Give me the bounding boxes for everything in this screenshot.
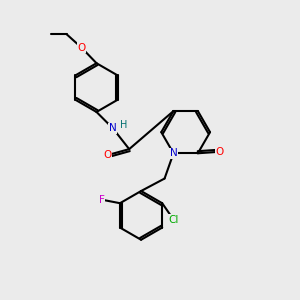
Text: H: H bbox=[121, 120, 128, 130]
Text: F: F bbox=[99, 195, 104, 205]
Text: O: O bbox=[104, 150, 112, 160]
Text: N: N bbox=[169, 148, 177, 158]
Text: N: N bbox=[109, 123, 117, 133]
Text: O: O bbox=[77, 43, 86, 53]
Text: Cl: Cl bbox=[168, 214, 179, 224]
Text: O: O bbox=[215, 147, 224, 157]
